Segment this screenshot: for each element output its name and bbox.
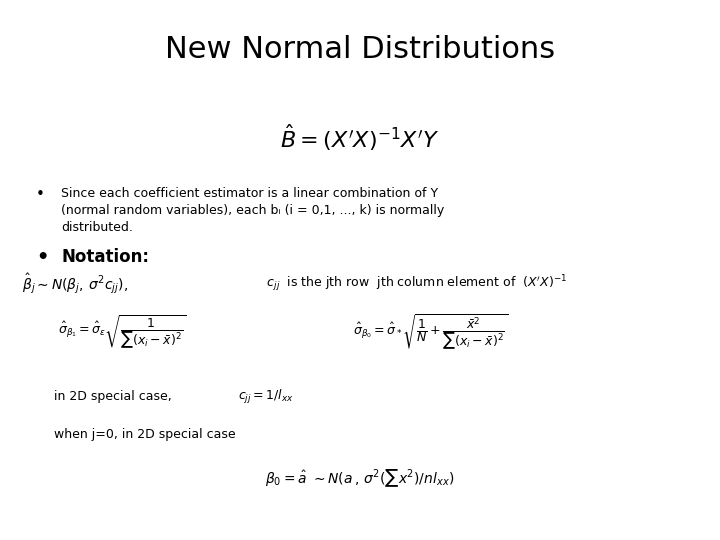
Text: •: • bbox=[36, 187, 45, 202]
Text: Notation:: Notation: bbox=[61, 248, 149, 266]
Text: $\beta_0 = \hat{a} ~\sim N(a\,,\, \sigma^2(\sum x^2)/nl_{xx})$: $\beta_0 = \hat{a} ~\sim N(a\,,\, \sigma… bbox=[266, 467, 454, 489]
Text: New Normal Distributions: New Normal Distributions bbox=[165, 35, 555, 64]
Text: when j=0, in 2D special case: when j=0, in 2D special case bbox=[54, 428, 235, 441]
Text: $c_{jj}$  is the jth row  jth column element of  $(X'X)^{-1}$: $c_{jj}$ is the jth row jth column eleme… bbox=[259, 273, 567, 294]
Text: $\hat{B} = (X'X)^{-1} X'Y$: $\hat{B} = (X'X)^{-1} X'Y$ bbox=[280, 123, 440, 153]
Text: •: • bbox=[36, 248, 48, 267]
Text: $\hat{\sigma}_{\beta_0} = \hat{\sigma}_* \sqrt{\dfrac{1}{N} + \dfrac{\bar{x}^2}{: $\hat{\sigma}_{\beta_0} = \hat{\sigma}_*… bbox=[353, 312, 508, 352]
Text: $c_{jj} = 1/l_{xx}$: $c_{jj} = 1/l_{xx}$ bbox=[238, 388, 293, 406]
Text: $\hat{\beta}_j \sim N(\beta_j,\, \sigma^2 c_{jj}),$: $\hat{\beta}_j \sim N(\beta_j,\, \sigma^… bbox=[22, 271, 127, 296]
Text: in 2D special case,: in 2D special case, bbox=[54, 390, 172, 403]
Text: Since each coefficient estimator is a linear combination of Y
(normal random var: Since each coefficient estimator is a li… bbox=[61, 187, 444, 234]
Text: $\hat{\sigma}_{\beta_1} = \hat{\sigma}_\varepsilon \sqrt{\dfrac{1}{\sum(x_i - \b: $\hat{\sigma}_{\beta_1} = \hat{\sigma}_\… bbox=[58, 313, 186, 351]
